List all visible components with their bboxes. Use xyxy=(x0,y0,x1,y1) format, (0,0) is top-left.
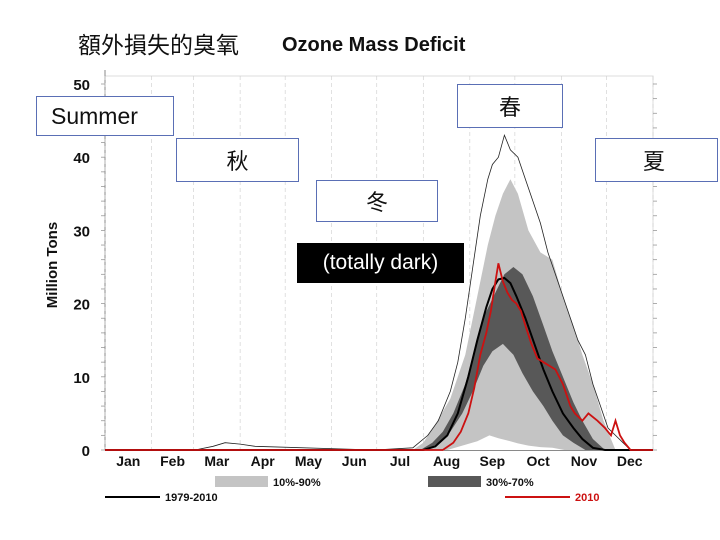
x-tick-label: Jan xyxy=(116,453,140,469)
x-tick-label: Mar xyxy=(204,453,229,469)
legend-label-2010: 2010 xyxy=(575,492,599,504)
x-tick-label: May xyxy=(295,453,322,469)
y-tick-label: 10 xyxy=(73,370,90,387)
legend-swatch-band-light xyxy=(215,476,268,487)
x-tick-label: Sep xyxy=(480,453,506,469)
x-tick-label: Jun xyxy=(342,453,367,469)
x-tick-label: Oct xyxy=(526,453,550,469)
spring-label-box: 春 xyxy=(457,84,563,128)
x-tick-label: Aug xyxy=(433,453,460,469)
legend-label-band-light: 10%-90% xyxy=(273,477,321,489)
x-tick-label: Apr xyxy=(251,453,276,469)
x-tick-labels: Jan Feb Mar Apr May Jun Jul Aug Sep Oct Nov Dec xyxy=(116,453,643,469)
y-tick-labels: 0 10 20 30 40 50 xyxy=(73,77,90,460)
line-2010 xyxy=(105,263,653,451)
y-tick-label: 0 xyxy=(82,443,90,460)
y-tick-label: 20 xyxy=(73,297,90,314)
x-tick-label: Jul xyxy=(390,453,410,469)
legend-swatch-band-dark xyxy=(428,476,481,487)
x-tick-label: Dec xyxy=(617,453,643,469)
band-30-area xyxy=(105,343,653,450)
legend-label-mean: 1979-2010 xyxy=(165,492,218,504)
legend-label-band-dark: 30%-70% xyxy=(486,477,534,489)
y-axis-label: Million Tons xyxy=(44,222,61,308)
winter-label-box: 冬 xyxy=(316,180,438,222)
mean-1979-2010-line xyxy=(105,276,653,451)
y-tick-label: 50 xyxy=(73,77,90,94)
y-tick-label: 30 xyxy=(73,223,90,240)
summer-label-box: Summer xyxy=(36,96,174,136)
totally-dark-label: (totally dark) xyxy=(297,243,464,283)
y-tick-label: 40 xyxy=(73,150,90,167)
percentile-bands xyxy=(105,179,653,450)
x-tick-label: Nov xyxy=(571,453,598,469)
x-tick-label: Feb xyxy=(160,453,185,469)
chart-title: Ozone Mass Deficit xyxy=(282,34,466,56)
band-10-area xyxy=(105,435,653,450)
legend: 1979-2010 10%-90% 30%-70% 2010 xyxy=(105,476,599,504)
summer-cjk-label-box: 夏 xyxy=(595,138,718,182)
autumn-label-box: 秋 xyxy=(176,138,299,182)
chart-title-cjk: 額外損失的臭氧 xyxy=(78,33,239,59)
series-lines xyxy=(105,133,653,451)
